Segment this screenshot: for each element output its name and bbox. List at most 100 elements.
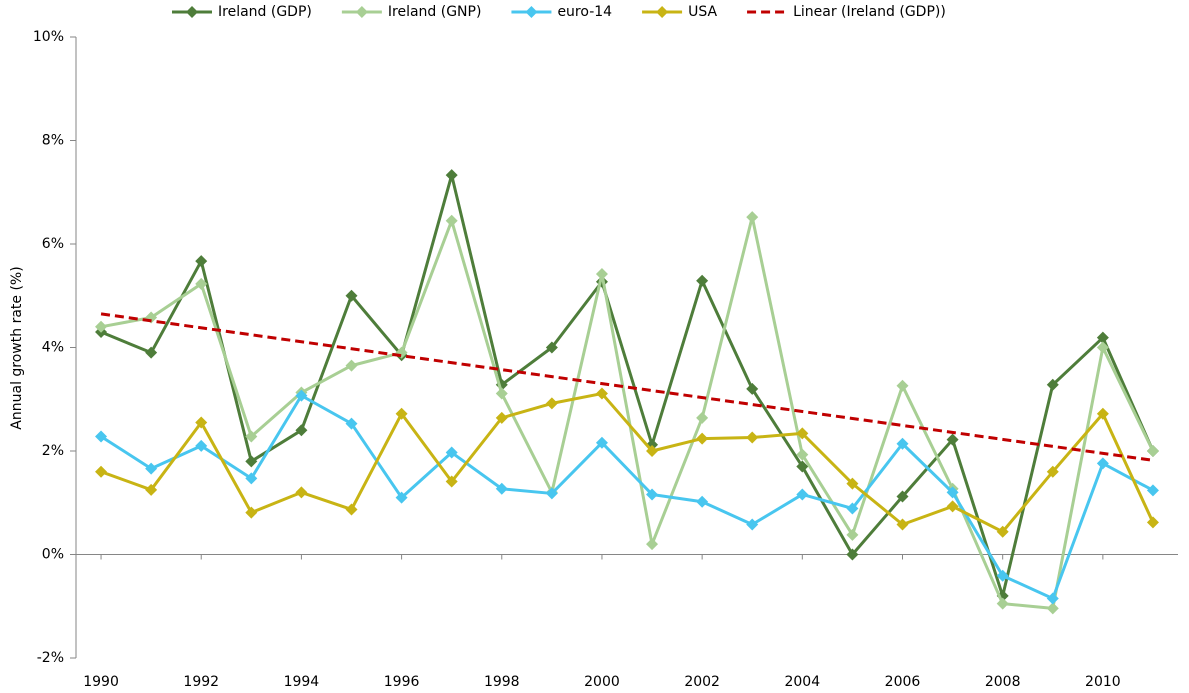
point (595, 268, 608, 281)
x-tick-label: 2002 (684, 674, 720, 690)
point (195, 255, 208, 268)
x-tick-label: 1994 (284, 674, 320, 690)
point (896, 437, 909, 450)
point (495, 411, 508, 424)
point (345, 417, 358, 430)
point (445, 475, 458, 488)
point (395, 491, 408, 504)
x-tick-label: 1990 (83, 674, 119, 690)
point (1146, 445, 1159, 457)
point (746, 431, 759, 444)
x-tick-label: 2006 (885, 674, 921, 690)
point (345, 289, 358, 302)
legend-marker (355, 6, 368, 18)
point (846, 528, 859, 541)
point (495, 482, 508, 495)
point (996, 597, 1009, 610)
point (696, 411, 709, 424)
point (545, 487, 558, 500)
point (1146, 484, 1159, 497)
point (996, 525, 1009, 538)
point (595, 436, 608, 449)
point (796, 448, 809, 461)
point (1096, 331, 1109, 344)
y-tick-label: 0% (42, 547, 64, 563)
legend-marker (656, 6, 669, 18)
point (445, 214, 458, 227)
point (95, 430, 108, 443)
point (195, 439, 208, 452)
legend-label: euro-14 (557, 4, 612, 20)
point (1046, 602, 1059, 615)
point (1046, 465, 1059, 478)
point (245, 430, 258, 443)
y-axis-title: Annual growth rate (%) (9, 266, 25, 429)
x-tick-label: 2000 (584, 674, 620, 690)
y-tick-label: 4% (42, 340, 64, 356)
series-line (100, 394, 1154, 600)
point (746, 518, 759, 531)
y-tick-label: 8% (42, 133, 64, 149)
point (545, 397, 558, 410)
series-line (100, 392, 1155, 534)
point (395, 407, 408, 420)
point (946, 486, 959, 499)
point (295, 424, 308, 437)
point (595, 387, 608, 400)
point (1046, 592, 1059, 605)
point (896, 518, 909, 531)
point (345, 359, 358, 372)
legend: Ireland (GDP) Ireland (GNP) euro-14 USA Line… (172, 4, 946, 20)
point (846, 502, 859, 515)
x-tick-label: 1998 (484, 674, 520, 690)
legend-marker (525, 6, 538, 18)
series-line (100, 173, 1155, 598)
point (646, 445, 659, 457)
point (946, 433, 959, 446)
point (896, 490, 909, 503)
point (195, 416, 208, 429)
series-line (100, 215, 1155, 610)
point (896, 379, 909, 392)
point (796, 460, 809, 473)
point (1096, 407, 1109, 420)
point (796, 488, 809, 501)
point (295, 486, 308, 499)
point (846, 477, 859, 490)
point (646, 488, 659, 501)
x-tick-label: 1992 (183, 674, 219, 690)
point (245, 472, 258, 485)
y-tick-label: -2% (37, 650, 64, 666)
legend-label: USA (688, 4, 717, 20)
point (696, 274, 709, 287)
point (95, 320, 108, 333)
point (746, 211, 759, 224)
point (145, 462, 158, 475)
legend-label: Ireland (GNP) (388, 4, 482, 20)
x-tick-label: 1996 (384, 674, 420, 690)
point (646, 538, 659, 551)
point (746, 382, 759, 395)
x-tick-label: 2008 (985, 674, 1021, 690)
point (846, 548, 859, 561)
point (545, 341, 558, 354)
legend-marker (186, 6, 198, 18)
point (95, 465, 108, 478)
point (996, 569, 1009, 582)
point (696, 495, 709, 508)
point (1096, 457, 1109, 470)
point (145, 346, 158, 359)
point (696, 432, 709, 445)
point (245, 455, 258, 468)
point (145, 483, 158, 496)
trend-line (100, 312, 1154, 462)
point (195, 277, 208, 290)
point (796, 427, 809, 440)
y-tick-label: 2% (42, 443, 64, 459)
point (445, 446, 458, 459)
point (1146, 516, 1159, 529)
y-tick-label: 6% (42, 236, 64, 252)
legend-label: Linear (Ireland (GDP)) (793, 4, 946, 20)
point (946, 500, 959, 513)
